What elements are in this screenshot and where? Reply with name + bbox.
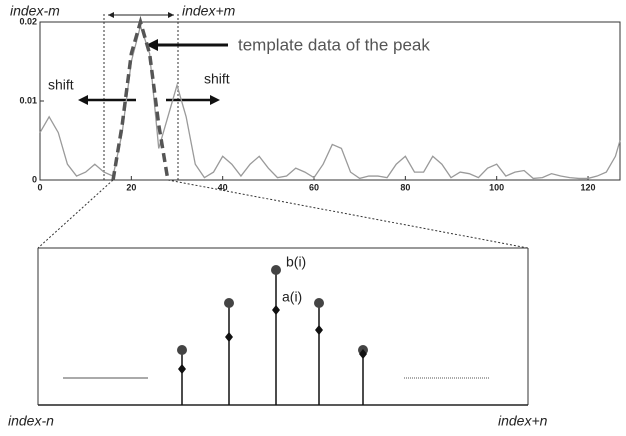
shift-arrow-right-head: [210, 95, 220, 105]
x-tick-label: 120: [581, 182, 596, 192]
annotation: shift: [204, 71, 230, 87]
annotation: b(i): [286, 254, 306, 270]
annotation: index-m: [10, 3, 60, 19]
x-tick-label: 40: [218, 182, 228, 192]
annotation: index+n: [498, 413, 548, 429]
annotation: index-n: [8, 413, 54, 429]
x-tick-label: 100: [489, 182, 504, 192]
annotation: shift: [48, 77, 74, 93]
y-tick-label: 0: [32, 174, 37, 184]
x-tick-label: 80: [400, 182, 410, 192]
label-arrow-head: [146, 39, 158, 51]
zoom-line: [167, 179, 529, 249]
y-tick-label: 0.01: [19, 95, 37, 105]
template-curve: [111, 15, 170, 181]
annotation: index+m: [182, 3, 236, 19]
shift-arrow-left-head: [78, 95, 88, 105]
annotation: a(i): [282, 289, 302, 305]
zoom-line: [37, 179, 114, 249]
x-tick-label: 0: [37, 182, 42, 192]
annotation: template data of the peak: [238, 35, 430, 54]
stems: [181, 270, 364, 405]
x-tick-label: 60: [309, 182, 319, 192]
y-tick-label: 0.02: [19, 16, 37, 26]
x-tick-label: 20: [126, 182, 136, 192]
a-markers: [178, 305, 367, 374]
